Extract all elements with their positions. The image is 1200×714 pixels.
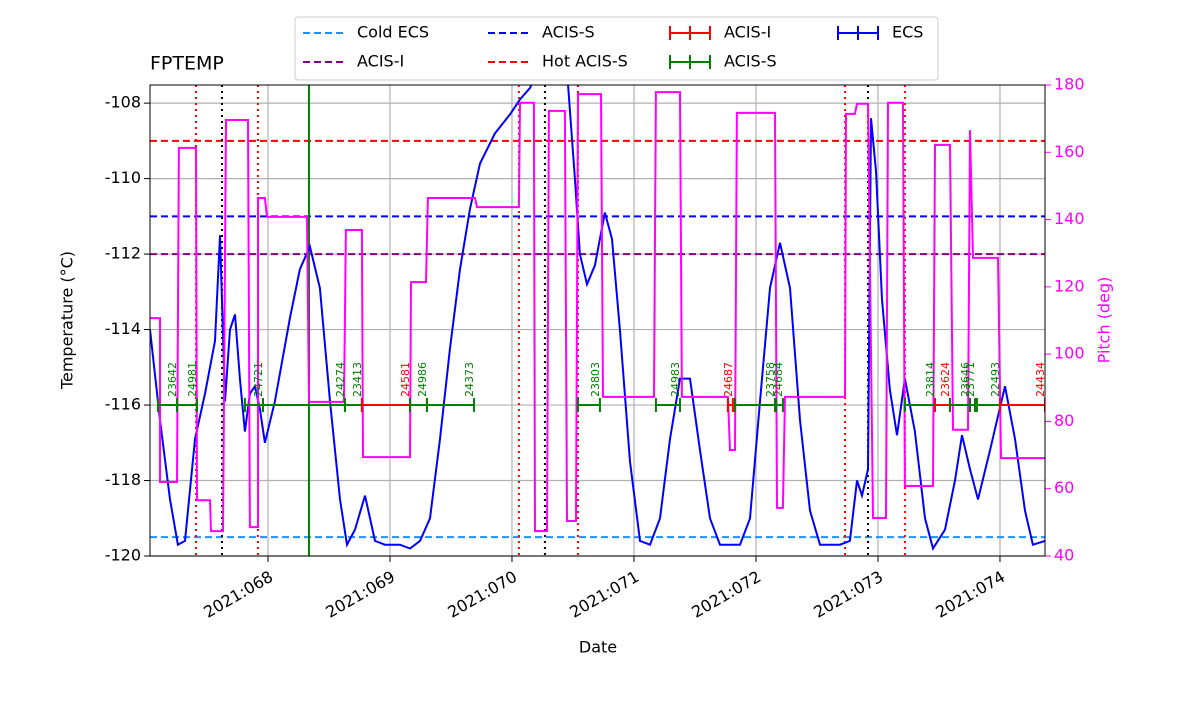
observation-label: 24274 xyxy=(334,362,347,397)
legend-box xyxy=(294,16,939,81)
x-tick-label: 2021:071 xyxy=(566,567,642,622)
observation-label: 24986 xyxy=(416,362,429,397)
legend: Cold ECS ACIS-I ACIS-S Hot ACIS-S ACIS-I ACIS… xyxy=(294,16,939,81)
y2-tick-label: 40 xyxy=(1054,546,1074,565)
y2-axis-label: Pitch (deg) xyxy=(1095,277,1114,364)
y2-tick-label: 100 xyxy=(1054,344,1085,363)
y-tick-label: -108 xyxy=(105,93,141,112)
x-tick-label: 2021:070 xyxy=(444,567,520,622)
y2-tick-label: 120 xyxy=(1054,276,1085,295)
observation-label: 23642 xyxy=(166,362,179,397)
observation-label: 23814 xyxy=(924,362,937,397)
x-axis-label: Date xyxy=(579,638,617,657)
y-axis-label: Temperature (°C) xyxy=(58,251,77,390)
observation-label: 24581 xyxy=(399,362,412,397)
legend-label: ECS xyxy=(892,23,923,42)
observation-label: 23646 xyxy=(959,362,972,397)
plot-frame xyxy=(149,84,1046,557)
legend-label: ACIS-I xyxy=(357,52,404,71)
x-tick-label: 2021:069 xyxy=(322,567,398,622)
legend-label: Cold ECS xyxy=(357,23,429,42)
temperature-line xyxy=(150,85,1045,551)
y2-tick-label: 60 xyxy=(1054,478,1074,497)
x-tick-label: 2021:068 xyxy=(200,567,276,622)
chart-title: FPTEMP xyxy=(150,53,224,75)
y-tick-label: -110 xyxy=(105,168,141,187)
observation-label: 24981 xyxy=(186,362,199,397)
observation-label: 24983 xyxy=(669,362,682,397)
x-tick-label: 2021:074 xyxy=(932,567,1008,622)
y-tick-label: -120 xyxy=(105,546,141,565)
plot-area xyxy=(150,85,1045,556)
x-tick-label: 2021:072 xyxy=(688,567,764,622)
y2-tick-label: 180 xyxy=(1054,75,1085,94)
observation-label: 24434 xyxy=(1034,362,1047,397)
observation-label: 23771 xyxy=(964,362,977,397)
y-tick-label: -114 xyxy=(105,319,141,338)
legend-label: ACIS-S xyxy=(542,23,595,42)
observation-label: 24684 xyxy=(772,362,785,397)
observation-label: 24373 xyxy=(463,362,476,397)
y2-tick-label: 80 xyxy=(1054,411,1074,430)
legend-label: Hot ACIS-S xyxy=(542,52,628,71)
y-tick-label: -112 xyxy=(105,244,141,263)
y-tick-label: -118 xyxy=(105,470,141,489)
legend-label: ACIS-I xyxy=(724,23,771,42)
observation-label: 23803 xyxy=(589,362,602,397)
legend-label: ACIS-S xyxy=(724,52,777,71)
pitch-line xyxy=(150,91,1045,533)
observation-label: 24721 xyxy=(252,362,265,397)
observation-label: 22493 xyxy=(989,362,1002,397)
y2-tick-label: 140 xyxy=(1054,209,1085,228)
y2-tick-label: 160 xyxy=(1054,142,1085,161)
observation-label: 23758 xyxy=(764,362,777,397)
x-tick-label: 2021:073 xyxy=(810,567,886,622)
observation-label: 23413 xyxy=(351,362,364,397)
observation-label: 23624 xyxy=(939,362,952,397)
observation-label: 24687 xyxy=(722,362,735,397)
y-tick-label: -116 xyxy=(105,395,141,414)
